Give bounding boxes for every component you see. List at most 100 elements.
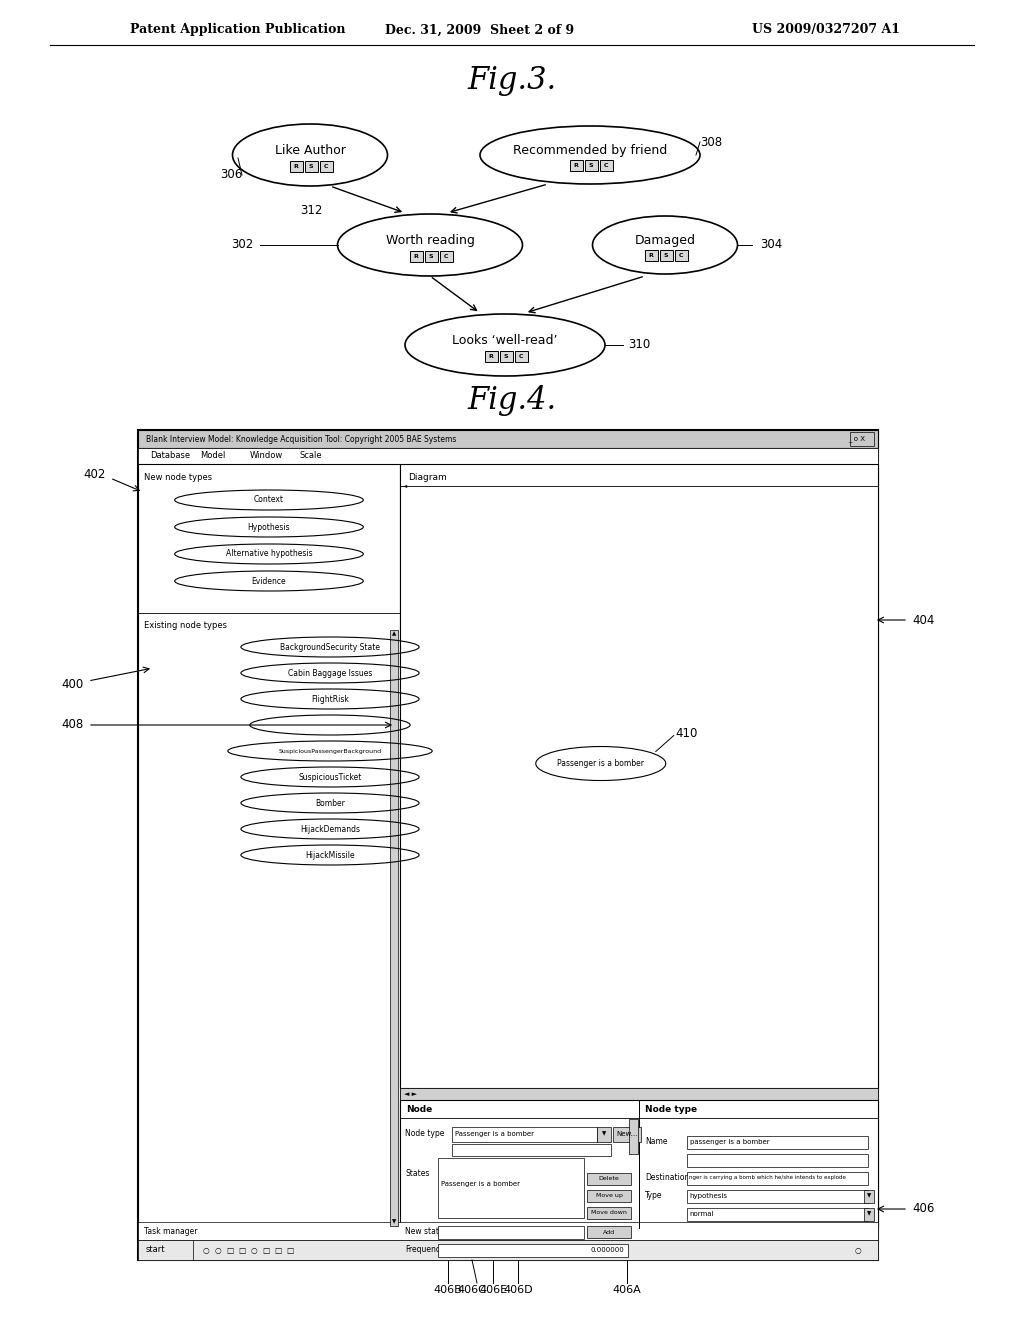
- Text: ○: ○: [215, 1246, 221, 1254]
- Text: Add: Add: [603, 1229, 615, 1234]
- Text: Move down: Move down: [591, 1210, 627, 1216]
- Text: nger is carrying a bomb which he/she intends to explode: nger is carrying a bomb which he/she int…: [689, 1176, 846, 1180]
- Text: Frequency: Frequency: [406, 1246, 444, 1254]
- Text: C: C: [604, 162, 608, 168]
- Text: Evidence: Evidence: [252, 577, 287, 586]
- Text: 404: 404: [912, 614, 934, 627]
- FancyBboxPatch shape: [319, 161, 333, 172]
- Text: US 2009/0327207 A1: US 2009/0327207 A1: [752, 24, 900, 37]
- Bar: [850, 432, 874, 446]
- Bar: [138, 430, 878, 1261]
- Text: R: R: [573, 162, 579, 168]
- Text: 304: 304: [760, 239, 782, 252]
- Text: Node type: Node type: [645, 1106, 697, 1114]
- Text: Worth reading: Worth reading: [386, 234, 474, 247]
- Text: Bomber: Bomber: [315, 799, 345, 808]
- Text: □: □: [287, 1246, 294, 1254]
- Text: New...: New...: [616, 1131, 638, 1137]
- Bar: [687, 1208, 868, 1221]
- Text: ◄ ►: ◄ ►: [404, 1092, 417, 1097]
- Text: Like Author: Like Author: [274, 144, 345, 157]
- Text: Existing node types: Existing node types: [144, 620, 227, 630]
- Text: ▼: ▼: [602, 1131, 606, 1137]
- FancyBboxPatch shape: [500, 351, 512, 362]
- Text: □: □: [262, 1246, 269, 1254]
- Text: ▼: ▼: [392, 1220, 396, 1225]
- Text: Dec. 31, 2009  Sheet 2 of 9: Dec. 31, 2009 Sheet 2 of 9: [385, 24, 574, 37]
- Text: Alternative hypothesis: Alternative hypothesis: [225, 549, 312, 558]
- Text: Blank Interview Model: Knowledge Acquisition Tool: Copyright 2005 BAE Systems: Blank Interview Model: Knowledge Acquisi…: [146, 434, 457, 444]
- Text: New node types: New node types: [144, 474, 212, 483]
- Text: 406C: 406C: [458, 1284, 486, 1295]
- FancyBboxPatch shape: [659, 249, 673, 261]
- Bar: [138, 447, 878, 465]
- Bar: [687, 1154, 868, 1167]
- Text: States: States: [406, 1170, 429, 1179]
- Text: Passenger is a bomber: Passenger is a bomber: [557, 759, 644, 768]
- FancyBboxPatch shape: [439, 251, 453, 261]
- Text: Passenger is a bomber: Passenger is a bomber: [455, 1131, 534, 1137]
- Bar: [438, 1243, 628, 1257]
- FancyBboxPatch shape: [410, 251, 423, 261]
- Text: 310: 310: [628, 338, 650, 351]
- Text: ○: ○: [203, 1246, 209, 1254]
- Bar: [138, 1239, 878, 1261]
- Text: R: R: [488, 354, 494, 359]
- Text: HijackMissile: HijackMissile: [305, 850, 354, 859]
- Text: _ o X: _ o X: [848, 436, 865, 442]
- Text: C: C: [679, 253, 683, 257]
- Text: S: S: [664, 253, 669, 257]
- Text: hypothesis: hypothesis: [689, 1193, 727, 1199]
- FancyBboxPatch shape: [569, 160, 583, 172]
- Text: Scale: Scale: [300, 451, 323, 461]
- Text: Node type: Node type: [406, 1130, 444, 1138]
- Bar: [587, 1191, 631, 1203]
- Text: Destination: Destination: [645, 1173, 689, 1183]
- Text: Delete: Delete: [599, 1176, 620, 1181]
- Bar: [452, 1144, 611, 1156]
- Bar: [390, 630, 398, 1226]
- Text: ▲: ▲: [392, 631, 396, 636]
- Text: S: S: [308, 164, 313, 169]
- Text: New state: New state: [406, 1228, 443, 1237]
- FancyBboxPatch shape: [304, 161, 317, 172]
- Text: 406B: 406B: [433, 1284, 463, 1295]
- Text: 408: 408: [61, 718, 84, 731]
- Bar: [587, 1206, 631, 1218]
- Bar: [864, 1191, 874, 1203]
- Text: SuspiciousTicket: SuspiciousTicket: [298, 772, 361, 781]
- Text: ◄: ◄: [403, 483, 408, 488]
- Text: 306: 306: [220, 169, 243, 181]
- FancyBboxPatch shape: [290, 161, 302, 172]
- Text: Context: Context: [254, 495, 284, 504]
- Bar: [400, 465, 878, 1088]
- Text: S: S: [429, 253, 433, 259]
- Text: start: start: [146, 1246, 166, 1254]
- Bar: [400, 1100, 878, 1228]
- Text: 406: 406: [912, 1203, 934, 1216]
- Text: S: S: [504, 354, 508, 359]
- Bar: [138, 1222, 878, 1239]
- Bar: [138, 465, 400, 1228]
- Bar: [438, 1158, 584, 1218]
- Bar: [587, 1173, 631, 1185]
- Text: BackgroundSecurity State: BackgroundSecurity State: [280, 643, 380, 652]
- Text: Cabin Baggage Issues: Cabin Baggage Issues: [288, 668, 372, 677]
- Text: Looks ‘well-read’: Looks ‘well-read’: [453, 334, 558, 347]
- Text: □: □: [226, 1246, 233, 1254]
- Text: Task manager: Task manager: [144, 1226, 198, 1236]
- FancyBboxPatch shape: [644, 249, 657, 261]
- Text: HijackDemands: HijackDemands: [300, 825, 360, 833]
- Text: R: R: [648, 253, 653, 257]
- Text: Window: Window: [250, 451, 284, 461]
- Bar: [452, 1127, 597, 1142]
- Bar: [629, 1119, 638, 1154]
- Text: □: □: [274, 1246, 282, 1254]
- Text: C: C: [519, 354, 523, 359]
- FancyBboxPatch shape: [599, 160, 612, 172]
- Text: 402: 402: [84, 467, 106, 480]
- Text: Move up: Move up: [596, 1193, 623, 1199]
- Text: ○: ○: [855, 1246, 861, 1254]
- Text: Hypothesis: Hypothesis: [248, 523, 291, 532]
- Text: R: R: [294, 164, 298, 169]
